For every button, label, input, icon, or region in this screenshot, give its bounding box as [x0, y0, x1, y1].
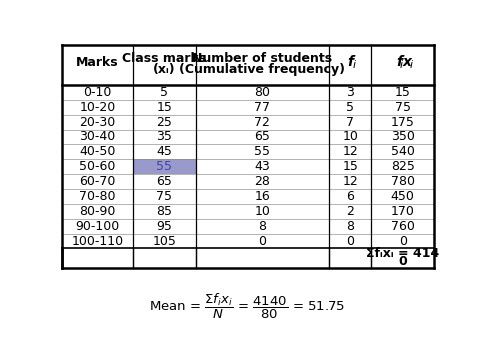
Text: 100-110: 100-110: [71, 235, 124, 247]
Text: 43: 43: [255, 160, 270, 173]
Text: 45: 45: [156, 145, 172, 158]
Text: 6: 6: [346, 190, 354, 203]
Text: 8: 8: [346, 220, 354, 233]
Text: 15: 15: [156, 101, 172, 114]
Text: 55: 55: [156, 160, 172, 173]
Text: (Cumulative frequency): (Cumulative frequency): [179, 63, 345, 76]
Text: 75: 75: [395, 101, 411, 114]
Text: 72: 72: [255, 116, 270, 129]
Text: Mean = $\dfrac{\Sigma f_i x_i}{N}$ = $\dfrac{4140}{80}$ = 51.75: Mean = $\dfrac{\Sigma f_i x_i}{N}$ = $\d…: [149, 292, 346, 321]
Text: 825: 825: [391, 160, 414, 173]
Text: 7: 7: [346, 116, 354, 129]
Text: 5: 5: [160, 86, 168, 99]
Text: 65: 65: [156, 175, 172, 188]
Text: 0-10: 0-10: [84, 86, 112, 99]
Text: 20-30: 20-30: [80, 116, 116, 129]
Text: 0: 0: [346, 235, 354, 247]
Text: 12: 12: [342, 175, 358, 188]
Text: 5: 5: [346, 101, 354, 114]
Text: 350: 350: [391, 131, 414, 143]
Text: 780: 780: [391, 175, 414, 188]
Text: 0: 0: [398, 235, 407, 247]
Text: Class marks: Class marks: [122, 52, 206, 65]
Text: 25: 25: [156, 116, 172, 129]
Text: 450: 450: [391, 190, 414, 203]
Text: f: f: [347, 55, 353, 70]
Text: Number of students: Number of students: [192, 52, 332, 65]
Text: 10-20: 10-20: [80, 101, 116, 114]
Text: 90-100: 90-100: [75, 220, 120, 233]
Text: 16: 16: [255, 190, 270, 203]
Text: 175: 175: [391, 116, 414, 129]
Text: 70-80: 70-80: [79, 190, 116, 203]
Text: 10: 10: [342, 131, 358, 143]
Text: 105: 105: [152, 235, 176, 247]
Text: i: i: [409, 60, 412, 70]
Text: 80-90: 80-90: [79, 205, 116, 218]
Text: 40-50: 40-50: [79, 145, 116, 158]
Text: Σfᵢxᵢ = 414: Σfᵢxᵢ = 414: [366, 247, 439, 260]
Text: 50-60: 50-60: [79, 160, 116, 173]
Text: 75: 75: [156, 190, 172, 203]
Text: 65: 65: [255, 131, 270, 143]
Text: 35: 35: [156, 131, 172, 143]
Text: 3: 3: [346, 86, 354, 99]
Text: 8: 8: [258, 220, 266, 233]
Text: Marks: Marks: [76, 56, 119, 69]
Text: f: f: [396, 55, 402, 70]
Text: 30-40: 30-40: [80, 131, 116, 143]
Bar: [133, 159, 196, 174]
Text: (xᵢ): (xᵢ): [153, 63, 176, 76]
Text: 0: 0: [398, 255, 407, 268]
Text: 15: 15: [395, 86, 411, 99]
Text: 55: 55: [254, 145, 270, 158]
Text: 60-70: 60-70: [79, 175, 116, 188]
Text: 28: 28: [255, 175, 270, 188]
Text: 10: 10: [255, 205, 270, 218]
Text: 2: 2: [346, 205, 354, 218]
Text: 12: 12: [342, 145, 358, 158]
Text: 85: 85: [156, 205, 172, 218]
Text: 540: 540: [391, 145, 414, 158]
Text: 15: 15: [342, 160, 358, 173]
Text: i: i: [400, 60, 403, 70]
Text: 77: 77: [254, 101, 270, 114]
Text: i: i: [353, 60, 356, 70]
Text: 80: 80: [254, 86, 270, 99]
Text: 95: 95: [156, 220, 172, 233]
Text: 760: 760: [391, 220, 414, 233]
Text: 0: 0: [258, 235, 266, 247]
Text: x: x: [403, 55, 412, 70]
Text: 170: 170: [391, 205, 414, 218]
